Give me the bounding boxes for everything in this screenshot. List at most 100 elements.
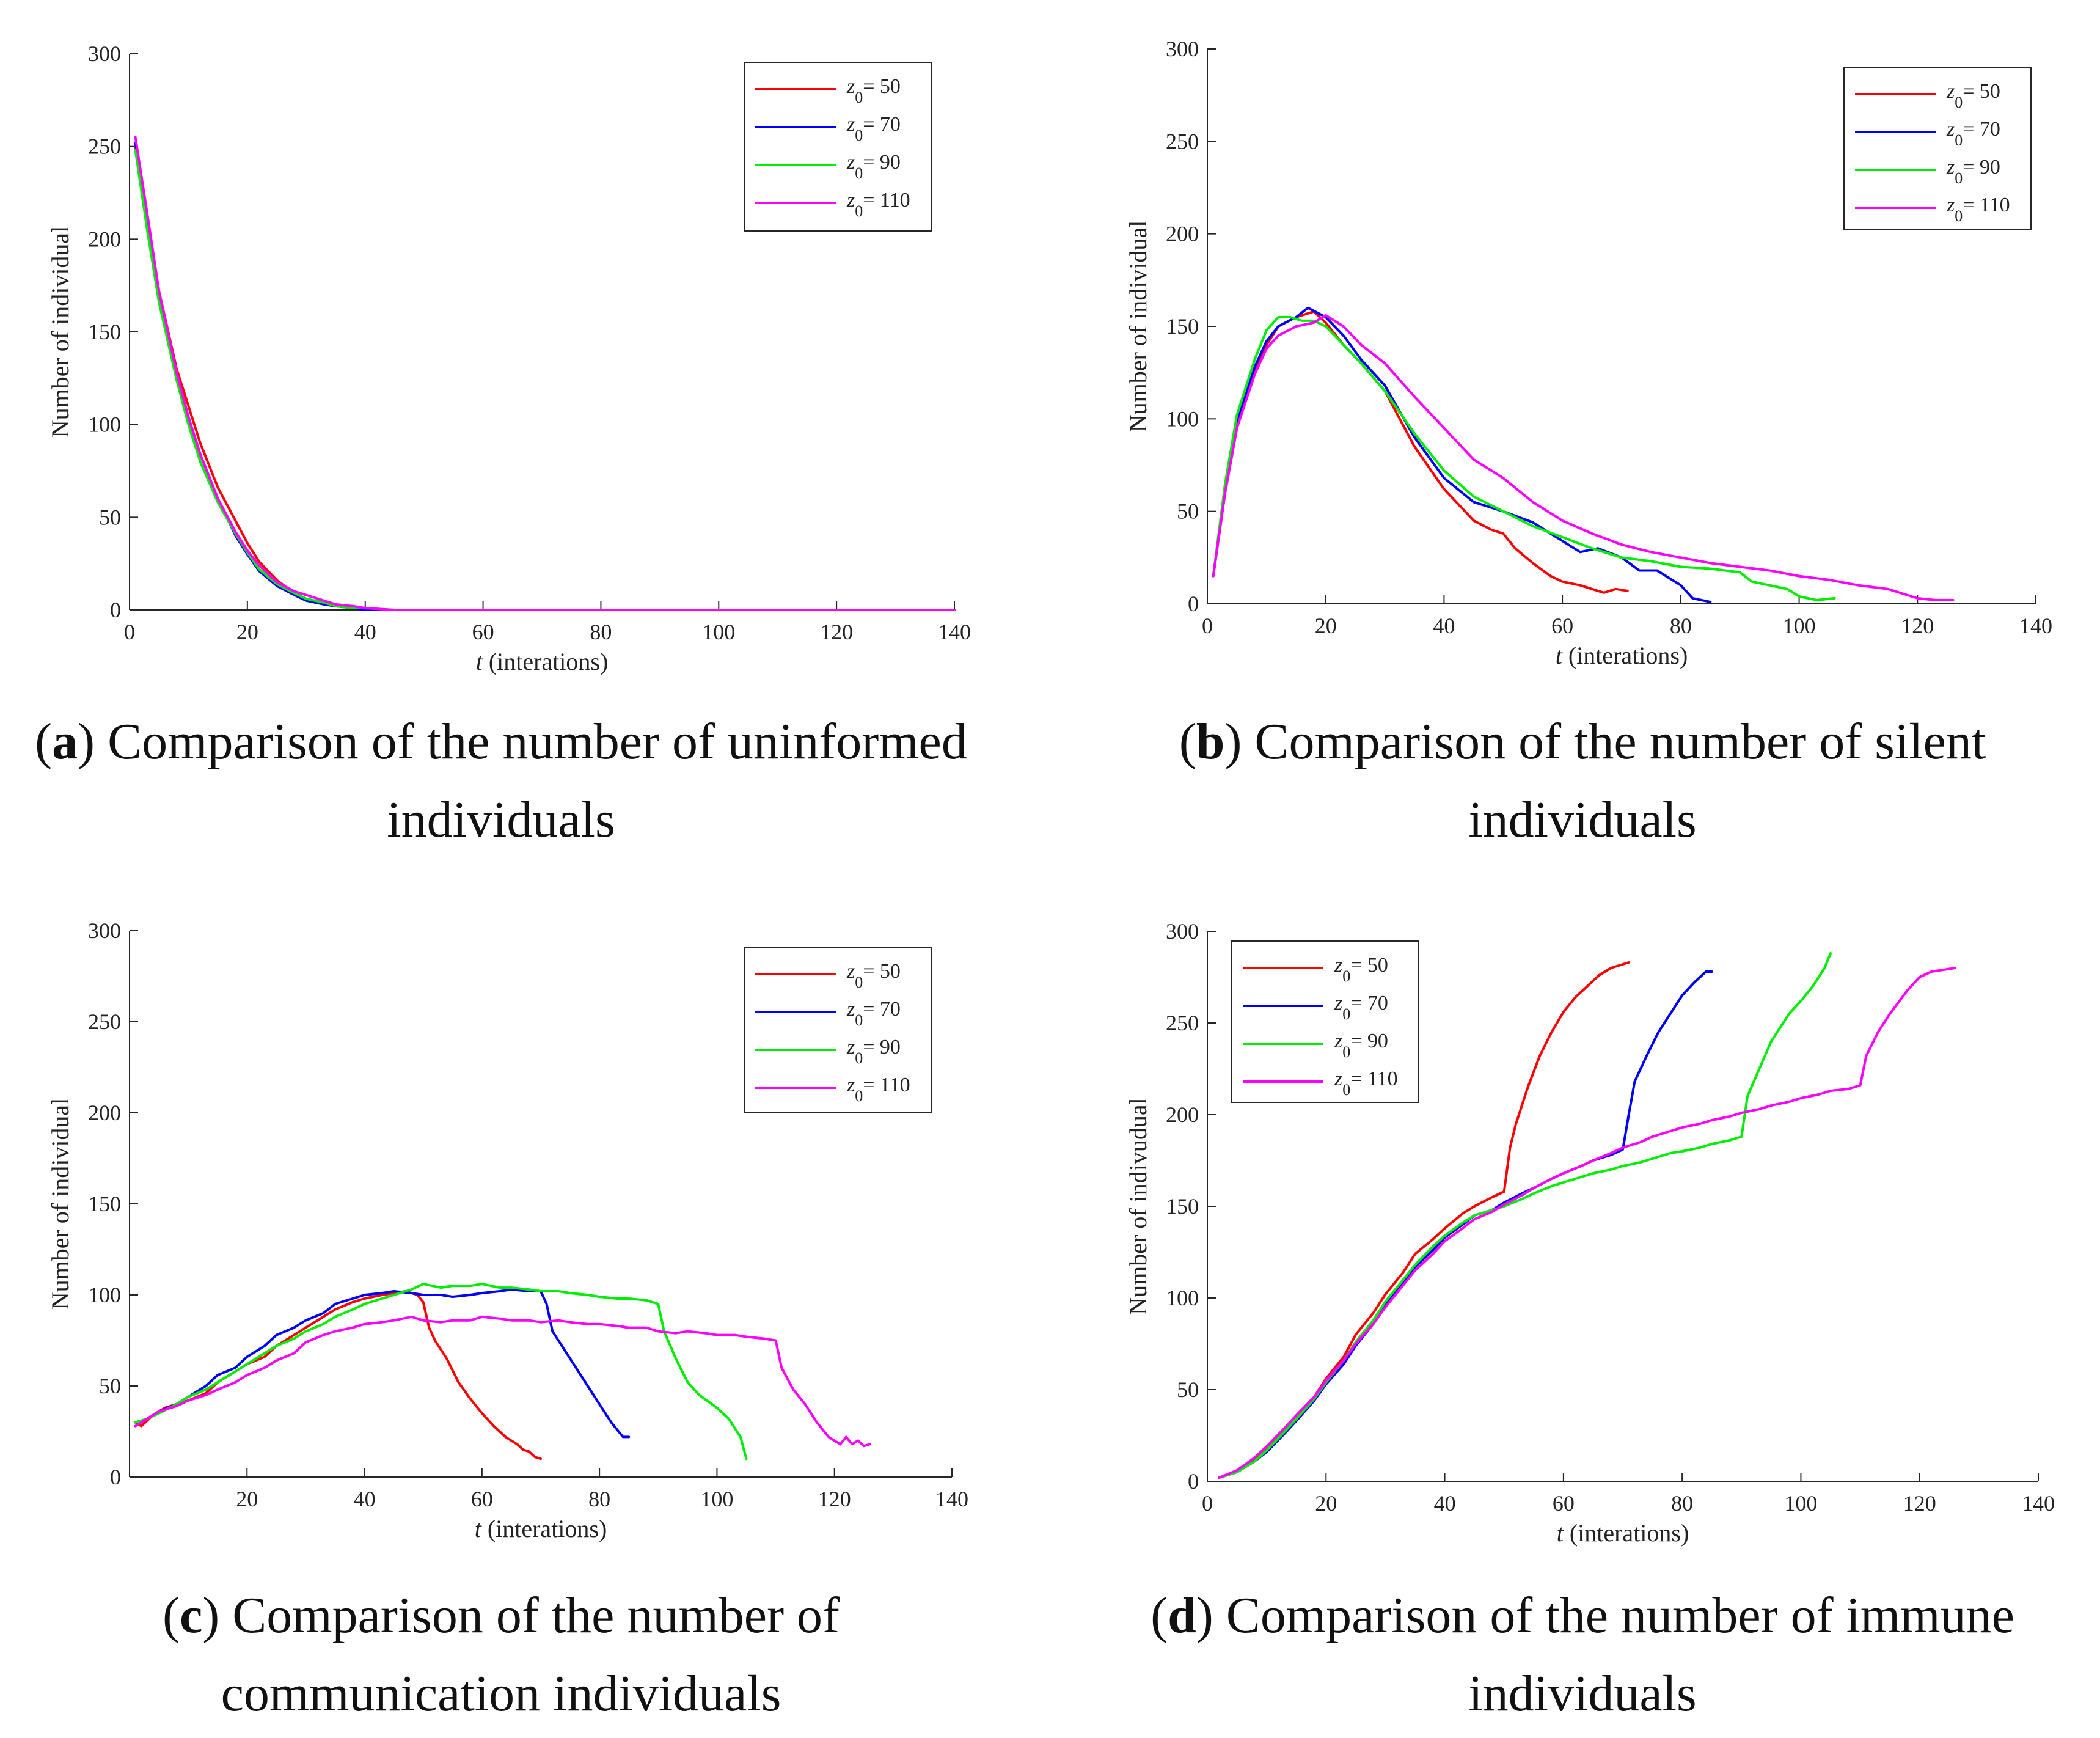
x-axis-label: t (interations) [475,1515,607,1542]
legend-text: = 70 [863,113,901,136]
legend-text: = 110 [1963,194,2010,216]
x-tick-label: 20 [1315,1491,1337,1516]
legend-text: = 90 [1963,156,2000,178]
legend-var: z [846,960,855,983]
legend-sub: 0 [855,164,863,182]
x-tick-label: 40 [354,620,376,644]
legend-var: z [1946,80,1955,103]
x-tick-label: 140 [938,620,971,644]
legend-text: = 110 [863,189,910,211]
chart-b-silent: 0 50 100 150 200 250 300 0 20 40 60 80 100 120 140 t (i… [1124,37,2052,669]
chart-c-communication: 0 50 100 150 200 250 300 20 40 60 80 100 120 140 t (in… [46,919,968,1542]
legend-sub: 0 [855,1011,863,1029]
legend-text: = 110 [1350,1068,1397,1090]
legend-label: z0= 70 [1946,118,2000,149]
y-tick-label: 250 [88,1010,121,1034]
x-tick-label: 120 [1901,614,1934,638]
legend-sub: 0 [855,89,863,106]
x-axis-label: t (interations) [476,648,609,675]
legend-sub: 0 [1955,94,1963,111]
series-line-z0-90 [134,1283,748,1461]
y-axis-label: Number of individual [1124,221,1152,433]
legend-sub: 0 [1955,207,1963,225]
caption-c: (c) Comparison of the number of communic… [0,1577,1002,1733]
x-tick-label: 100 [1783,614,1816,638]
legend-text: = 90 [1350,1030,1388,1052]
legend-var: z [1946,156,1955,178]
y-tick-label: 200 [88,1101,121,1125]
x-tick-label: 140 [2022,1491,2055,1516]
y-tick-label: 0 [110,1465,121,1489]
x-axis-label-text: (interations) [483,648,609,675]
series-line-z0-90 [1212,315,1836,601]
legend-label: z0= 110 [846,1074,910,1105]
x-axis-label: t (interations) [1557,1519,1689,1547]
series-line-z0-50 [134,1290,542,1461]
y-tick-label: 300 [1166,919,1199,944]
y-tick-label: 100 [88,413,121,437]
y-tick-label: 0 [110,598,121,622]
x-axis-label-text: (interations) [1564,1519,1689,1547]
y-tick-label: 250 [88,134,121,159]
legend-var: z [1946,118,1955,141]
legend-sub: 0 [855,202,863,220]
x-tick-label: 60 [472,620,494,644]
x-tick-label: 100 [700,1487,733,1511]
series-line-z0-110 [1218,967,1956,1479]
caption-b: (b) Comparison of the number of silent i… [1075,703,2090,859]
x-tick-label: 120 [1903,1491,1936,1516]
legend-text: = 90 [863,151,901,174]
legend-sub: 0 [1342,1081,1350,1099]
legend-var: z [1946,194,1955,216]
x-tick-label: 120 [818,1487,851,1511]
legend-label: z0= 50 [1334,954,1388,985]
y-axis-label: Number of individual [46,1098,74,1310]
legend-sub: 0 [1955,131,1963,149]
x-tick-label: 0 [124,620,135,644]
legend-var: z [846,1036,855,1058]
series-line-z0-110 [134,136,956,611]
y-tick-label: 0 [1188,1469,1199,1494]
y-tick-label: 200 [1166,222,1199,246]
y-tick-label: 300 [1166,37,1199,61]
y-tick-label: 150 [88,320,121,344]
legend-label: z0= 50 [846,75,901,106]
y-axis-label: Number of indivudual [1124,1098,1152,1315]
y-axis-label: Number of individual [46,226,74,438]
x-tick-label: 80 [590,620,612,644]
x-tick-label: 20 [236,620,258,644]
chart-d-immune: 0 50 100 150 200 250 300 0 20 40 60 80 100 120 140 t (i… [1124,919,2055,1547]
legend-sub: 0 [1342,1005,1350,1023]
x-tick-label: 60 [471,1487,493,1511]
y-tick-label: 200 [88,227,121,251]
caption-d-line1: ) Comparison of the number of immune [1196,1587,2014,1644]
legend-label: z0= 110 [1946,194,2010,225]
x-tick-label: 20 [1315,614,1337,638]
legend-sub: 0 [1342,1043,1350,1061]
x-tick-label: 120 [820,620,853,644]
x-tick-label: 100 [1784,1491,1817,1516]
legend-var: z [1334,992,1342,1014]
series-line-z0-50 [1212,310,1629,594]
y-tick-label: 300 [88,919,121,943]
legend-text: = 70 [863,998,901,1021]
legend-label: z0= 90 [846,1036,901,1067]
legend-label: z0= 50 [846,960,901,991]
y-tick-label: 200 [1166,1102,1199,1127]
x-tick-label: 40 [1433,614,1455,638]
caption-a-line1: ) Comparison of the number of uninformed [78,713,967,770]
legend-var: z [846,113,855,136]
x-tick-label: 80 [1670,614,1692,638]
caption-a-letter: a [52,713,78,770]
x-tick-label: 0 [1202,1491,1213,1516]
legend-var: z [1334,1030,1342,1052]
legend-sub: 0 [855,127,863,144]
caption-a: (a) Comparison of the number of uninform… [0,703,1002,859]
legend-text: = 50 [863,75,901,98]
legend-label: z0= 70 [846,113,901,144]
legend-sub: 0 [855,1049,863,1067]
x-axis-label-var: t [475,1515,482,1542]
